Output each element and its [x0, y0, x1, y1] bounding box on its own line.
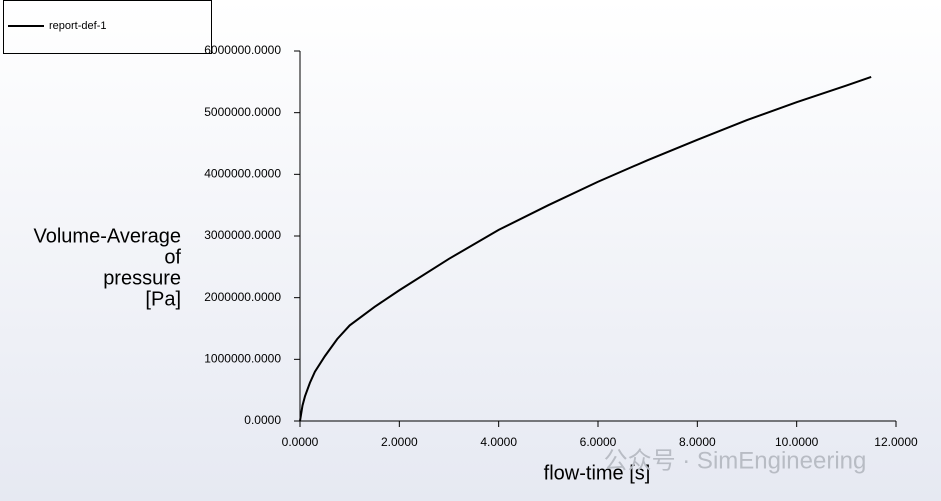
- x-tick-label: 6.0000: [580, 435, 617, 449]
- watermark: 公众号 · SimEngineering: [604, 447, 867, 474]
- y-axis-label: pressure: [103, 267, 181, 289]
- x-tick-label: 4.0000: [480, 435, 517, 449]
- x-tick-label: 0.0000: [282, 435, 319, 449]
- x-axis-label: flow-time [s]: [544, 462, 651, 484]
- y-tick-label: 3000000.0000: [204, 228, 281, 242]
- legend-label: report-def-1: [49, 20, 106, 32]
- y-axis-label: Volume-Average: [34, 225, 182, 247]
- y-tick-label: 4000000.0000: [204, 167, 281, 181]
- x-tick-label: 12.0000: [874, 435, 918, 449]
- y-axis-label: [Pa]: [145, 288, 181, 310]
- y-tick-label: 6000000.0000: [204, 43, 281, 57]
- y-tick-label: 1000000.0000: [204, 352, 281, 366]
- data-line: [299, 75, 872, 422]
- y-tick-label: 0.0000: [244, 413, 281, 427]
- x-tick-label: 10.0000: [775, 435, 819, 449]
- y-tick-label: 5000000.0000: [204, 105, 281, 119]
- legend-box: [3, 0, 212, 54]
- y-tick-label: 2000000.0000: [204, 290, 281, 304]
- x-tick-label: 8.0000: [679, 435, 716, 449]
- y-axis-label: of: [164, 246, 181, 268]
- x-tick-label: 2.0000: [381, 435, 418, 449]
